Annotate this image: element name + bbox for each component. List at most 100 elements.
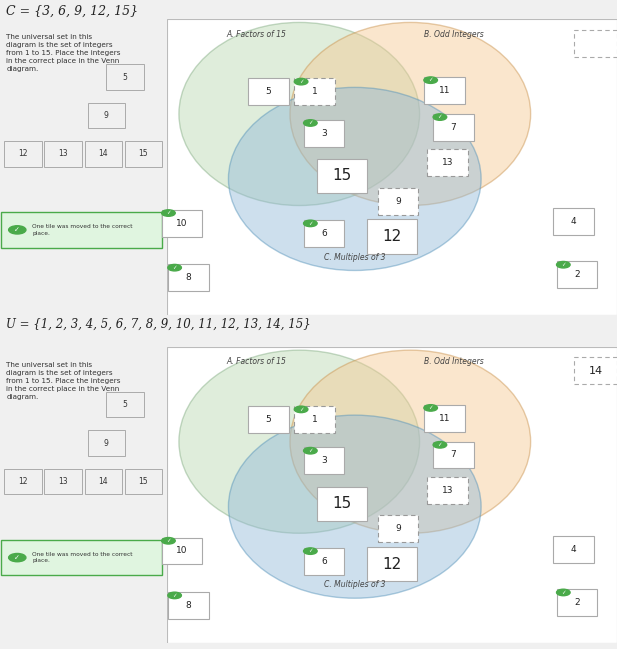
Text: ✓: ✓ <box>172 593 177 598</box>
FancyBboxPatch shape <box>317 487 367 521</box>
Text: A. Factors of 15: A. Factors of 15 <box>226 30 286 39</box>
Text: C. Multiples of 3: C. Multiples of 3 <box>324 580 386 589</box>
FancyBboxPatch shape <box>4 141 42 167</box>
FancyBboxPatch shape <box>88 430 125 456</box>
Circle shape <box>162 210 175 216</box>
Text: 13: 13 <box>442 486 453 495</box>
FancyBboxPatch shape <box>304 119 344 147</box>
FancyBboxPatch shape <box>433 114 474 141</box>
FancyBboxPatch shape <box>1 212 162 248</box>
FancyBboxPatch shape <box>294 79 335 105</box>
Text: C. Multiples of 3: C. Multiples of 3 <box>324 252 386 262</box>
Text: 5: 5 <box>123 400 127 410</box>
Text: ✓: ✓ <box>14 227 20 233</box>
Circle shape <box>9 226 26 234</box>
Text: 12: 12 <box>19 149 28 158</box>
FancyBboxPatch shape <box>88 103 125 128</box>
FancyBboxPatch shape <box>424 404 465 432</box>
Text: 12: 12 <box>382 557 402 572</box>
Text: ✓: ✓ <box>428 78 433 82</box>
FancyBboxPatch shape <box>304 447 344 474</box>
Circle shape <box>424 77 437 84</box>
Text: 9: 9 <box>395 524 401 533</box>
FancyBboxPatch shape <box>366 219 417 254</box>
Text: 3: 3 <box>321 456 327 465</box>
FancyBboxPatch shape <box>427 477 468 504</box>
Text: 1: 1 <box>312 88 318 96</box>
FancyBboxPatch shape <box>553 536 594 563</box>
Text: 13: 13 <box>442 158 453 167</box>
FancyBboxPatch shape <box>85 469 122 495</box>
FancyBboxPatch shape <box>573 30 617 56</box>
Text: ✓: ✓ <box>308 548 313 554</box>
Text: 14: 14 <box>589 366 602 376</box>
Text: 13: 13 <box>59 149 68 158</box>
Text: ✓: ✓ <box>308 221 313 226</box>
FancyBboxPatch shape <box>168 592 209 619</box>
Text: 5: 5 <box>265 88 271 96</box>
Circle shape <box>557 589 570 596</box>
Circle shape <box>168 592 181 598</box>
FancyBboxPatch shape <box>44 469 82 495</box>
FancyBboxPatch shape <box>125 469 162 495</box>
FancyBboxPatch shape <box>1 540 162 576</box>
Text: 10: 10 <box>176 546 188 556</box>
Circle shape <box>304 548 317 554</box>
FancyBboxPatch shape <box>248 79 289 105</box>
Text: 15: 15 <box>333 496 352 511</box>
Text: 15: 15 <box>139 149 148 158</box>
Text: A. Factors of 15: A. Factors of 15 <box>226 358 286 367</box>
FancyBboxPatch shape <box>424 77 465 104</box>
Text: 5: 5 <box>265 415 271 424</box>
Ellipse shape <box>179 23 420 206</box>
FancyBboxPatch shape <box>317 159 367 193</box>
Ellipse shape <box>290 350 531 533</box>
Text: ✓: ✓ <box>299 407 304 412</box>
Text: B. Odd Integers: B. Odd Integers <box>424 30 483 39</box>
Text: ✓: ✓ <box>172 265 177 270</box>
Circle shape <box>304 119 317 126</box>
FancyBboxPatch shape <box>294 406 335 433</box>
Text: 7: 7 <box>450 123 457 132</box>
FancyBboxPatch shape <box>557 262 597 288</box>
FancyBboxPatch shape <box>162 210 202 237</box>
FancyBboxPatch shape <box>106 64 144 90</box>
FancyBboxPatch shape <box>557 589 597 616</box>
Text: 9: 9 <box>104 111 109 120</box>
FancyBboxPatch shape <box>378 188 418 215</box>
Text: 8: 8 <box>185 601 191 610</box>
FancyBboxPatch shape <box>433 441 474 469</box>
Text: 5: 5 <box>123 73 127 82</box>
Circle shape <box>294 79 308 85</box>
Text: ✓: ✓ <box>437 115 442 119</box>
Text: ✓: ✓ <box>14 555 20 561</box>
Circle shape <box>162 537 175 544</box>
Text: 4: 4 <box>571 217 577 227</box>
Text: 4: 4 <box>571 545 577 554</box>
Text: B. Odd Integers: B. Odd Integers <box>424 358 483 367</box>
FancyBboxPatch shape <box>44 141 82 167</box>
Text: 9: 9 <box>104 439 109 448</box>
FancyBboxPatch shape <box>573 358 617 384</box>
Text: 12: 12 <box>19 477 28 486</box>
Text: 7: 7 <box>450 450 457 459</box>
Text: ✓: ✓ <box>561 262 566 267</box>
FancyBboxPatch shape <box>378 515 418 543</box>
FancyBboxPatch shape <box>162 537 202 565</box>
Text: 6: 6 <box>321 557 327 566</box>
Circle shape <box>304 220 317 227</box>
Text: ✓: ✓ <box>299 79 304 84</box>
Text: ✓: ✓ <box>437 443 442 447</box>
FancyBboxPatch shape <box>167 19 617 315</box>
Text: 15: 15 <box>333 169 352 184</box>
Text: 8: 8 <box>185 273 191 282</box>
Text: U = {1, 2, 3, 4, 5, 6, 7, 8, 9, 10, 11, 12, 13, 14, 15}: U = {1, 2, 3, 4, 5, 6, 7, 8, 9, 10, 11, … <box>6 318 311 331</box>
FancyBboxPatch shape <box>125 141 162 167</box>
FancyBboxPatch shape <box>85 141 122 167</box>
Circle shape <box>9 554 26 562</box>
Text: The universal set in this
diagram is the set of integers
from 1 to 15. Place the: The universal set in this diagram is the… <box>6 34 121 72</box>
Text: 11: 11 <box>439 86 450 95</box>
Ellipse shape <box>290 23 531 206</box>
Circle shape <box>168 264 181 271</box>
Text: One tile was moved to the correct
place.: One tile was moved to the correct place. <box>32 552 133 563</box>
